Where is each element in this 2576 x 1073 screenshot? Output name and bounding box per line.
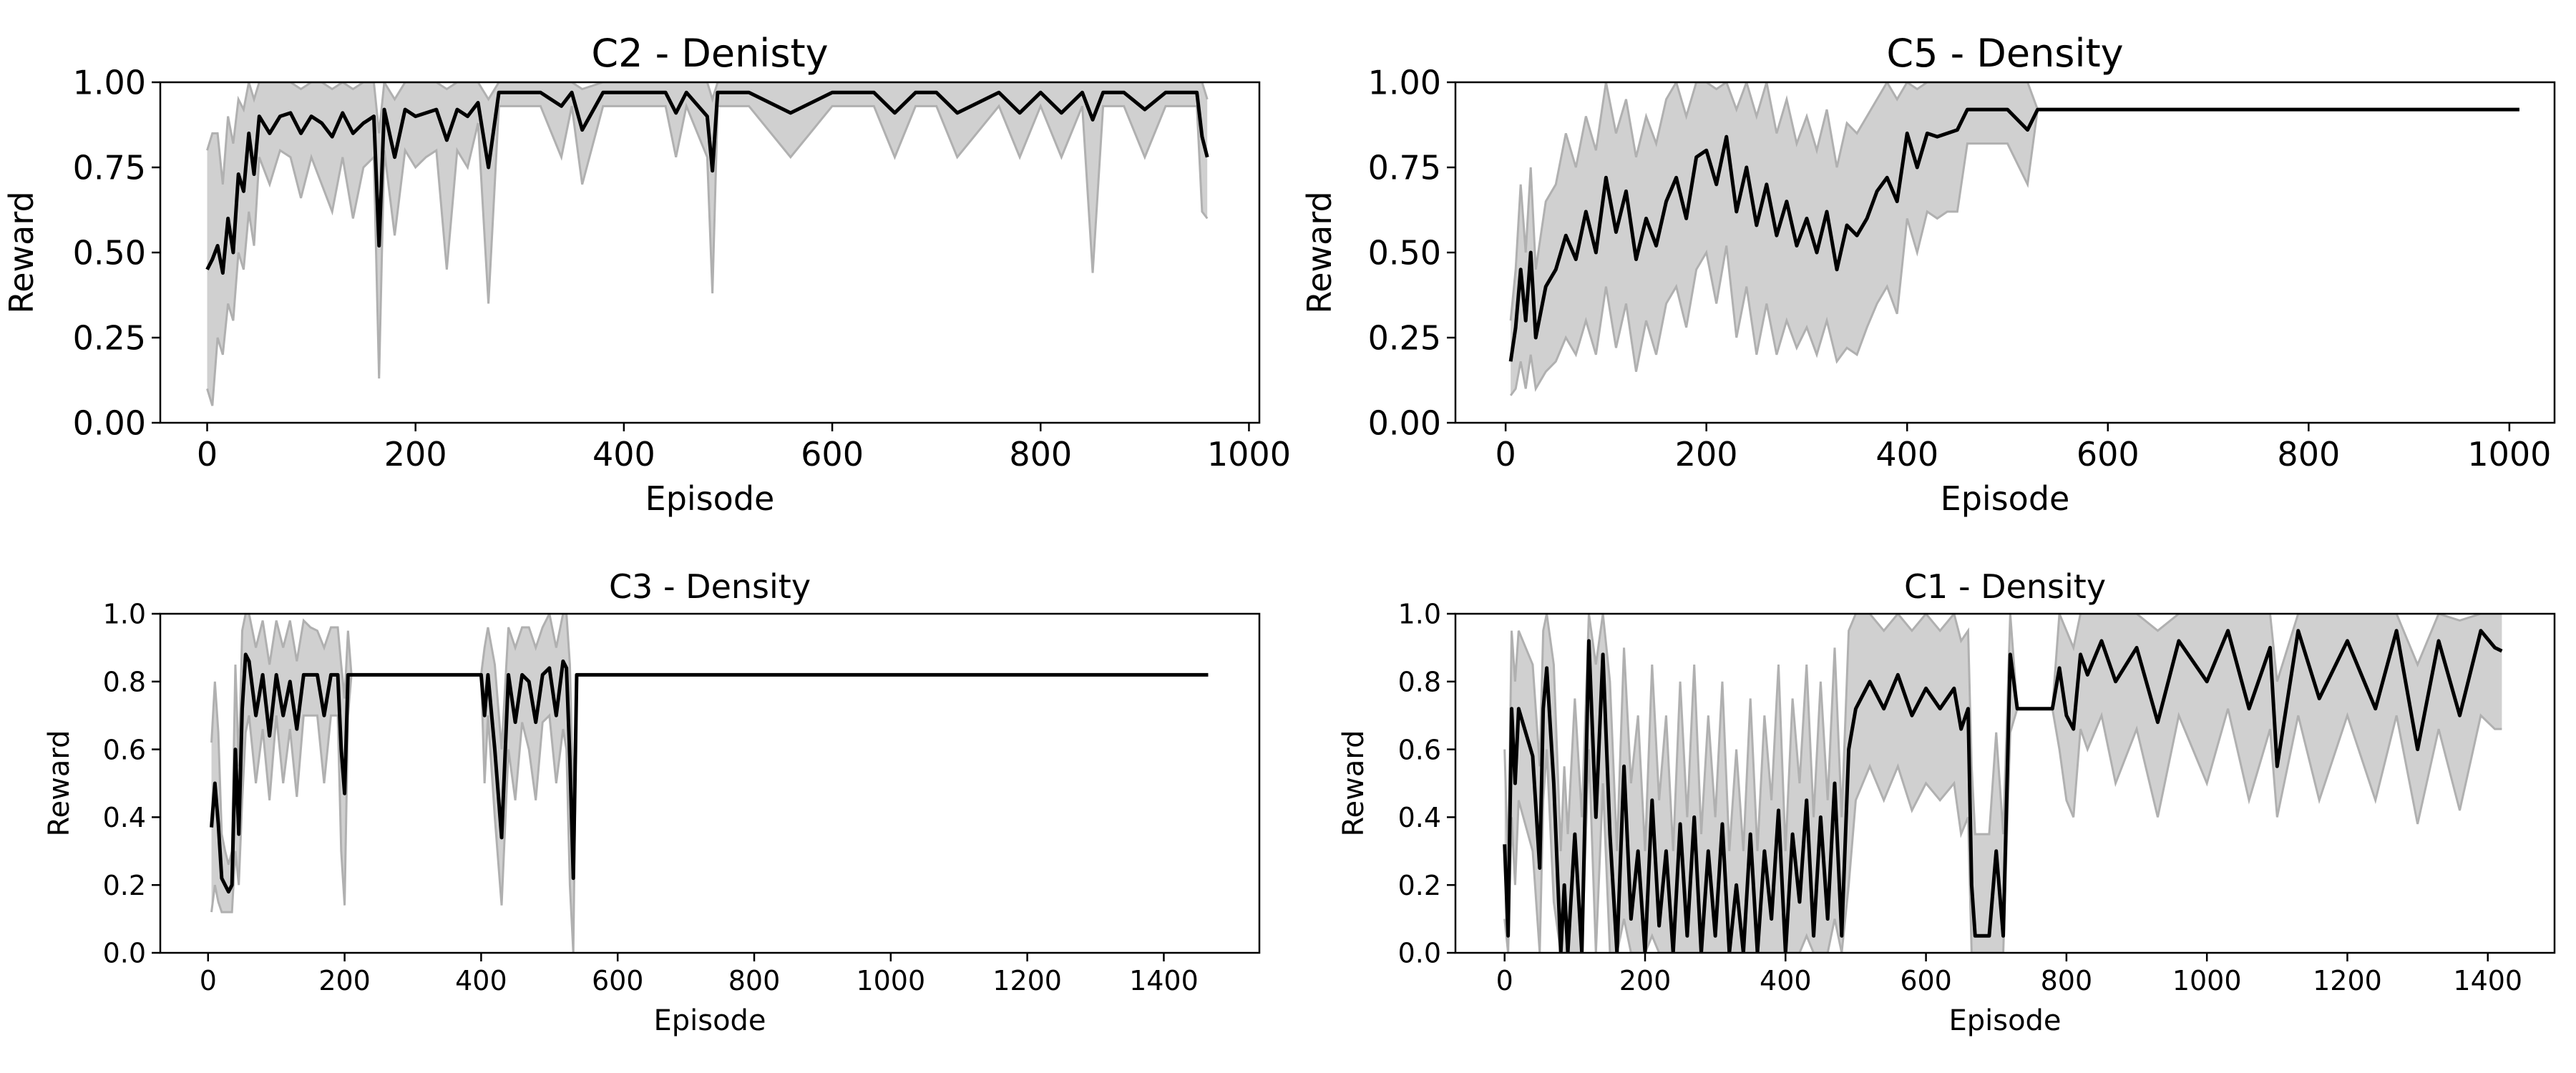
x-tick-label: 600	[2077, 435, 2140, 474]
y-tick-label: 0.00	[73, 404, 146, 443]
y-tick-label: 0.8	[1398, 666, 1441, 697]
x-axis-label: Episode	[1948, 1004, 2061, 1037]
x-tick-label: 200	[384, 435, 447, 474]
x-tick-label: 0	[197, 435, 218, 474]
plot-area	[1503, 614, 2503, 953]
x-tick-label: 1400	[2453, 965, 2522, 996]
y-tick-label: 0.50	[1368, 234, 1441, 273]
y-tick-label: 0.25	[73, 319, 146, 358]
x-tick-label: 200	[1619, 965, 1672, 996]
min-max-band	[207, 82, 1208, 406]
y-tick-label: 0.2	[1398, 870, 1441, 901]
x-tick-label: 600	[592, 965, 644, 996]
band-lower-line	[1509, 108, 2519, 396]
mean-line	[210, 652, 1209, 894]
panels: 0 200 400 600 800 10000.000.250.500.751.00C2 …	[2, 31, 2556, 1037]
x-tick-label: 0	[1495, 435, 1516, 474]
x-axis-label: Episode	[653, 1004, 766, 1037]
mean-line	[1503, 629, 2503, 953]
y-axis-label: Reward	[1337, 730, 1370, 837]
band-upper-line	[1509, 82, 2519, 321]
y-tick-label: 0.6	[103, 734, 146, 765]
y-axis-label: Reward	[2, 191, 41, 313]
x-axis-label: Episode	[1941, 479, 2070, 518]
x-tick-label: 1000	[856, 965, 925, 996]
y-tick-label: 0.2	[103, 870, 146, 901]
y-tick-label: 1.0	[103, 599, 146, 630]
x-tick-label: 800	[1009, 435, 1072, 474]
y-tick-label: 1.00	[73, 64, 146, 102]
y-tick-label: 0.6	[1398, 734, 1441, 765]
x-tick-label: 1000	[2467, 435, 2551, 474]
x-tick-label: 1200	[992, 965, 1062, 996]
y-tick-label: 0.4	[1398, 802, 1441, 833]
x-tick-label: 400	[592, 435, 655, 474]
axes-frame	[1454, 612, 2556, 954]
y-tick-label: 0.75	[1368, 149, 1441, 187]
y-axis-label: Reward	[1300, 191, 1339, 313]
plot-area	[205, 82, 1209, 406]
x-tick-label: 800	[2277, 435, 2340, 474]
chart-title: C2 - Denisty	[591, 31, 828, 76]
min-max-band	[211, 614, 1209, 953]
band-lower-line	[206, 102, 1209, 406]
chart-panel-1: 0 200 400 600 800 1000 0.00 0.25 0.50 0.75 1.00 C2 …	[2, 31, 1291, 518]
chart-title: C3 - Density	[609, 567, 811, 606]
y-tick-label: 0.8	[103, 666, 146, 697]
band-upper-line	[1503, 614, 2502, 868]
x-tick-label: 600	[1900, 965, 1952, 996]
x-tick-label: 1200	[2313, 965, 2382, 996]
x-tick-label: 200	[1675, 435, 1738, 474]
x-tick-label: 600	[801, 435, 864, 474]
y-tick-label: 1.00	[1368, 64, 1441, 102]
x-tick-label: 0	[1496, 965, 1513, 996]
plot-area	[210, 614, 1209, 953]
y-tick-label: 0.0	[1398, 938, 1441, 969]
axes-frame	[159, 612, 1261, 954]
x-tick-label: 1400	[1129, 965, 1199, 996]
x-axis-label: Episode	[645, 479, 775, 518]
y-tick-label: 0.50	[73, 234, 146, 273]
chart-title: C1 - Density	[1904, 567, 2106, 606]
y-tick-label: 0.25	[1368, 319, 1441, 358]
x-tick-label: 400	[1875, 435, 1938, 474]
y-tick-label: 0.4	[103, 802, 146, 833]
x-tick-label: 800	[728, 965, 781, 996]
mean-line	[205, 90, 1209, 275]
x-tick-label: 200	[318, 965, 371, 996]
x-tick-label: 400	[1760, 965, 1812, 996]
mean-line	[1508, 107, 2519, 362]
chart-panel-3: 0 200 400 600 800 1000 1200 1400 0.0 0.2 0.4 0.6 0.8…	[43, 567, 1261, 1037]
band-lower-line	[1503, 707, 2502, 953]
y-tick-label: 0.00	[1368, 404, 1441, 443]
x-tick-label: 1000	[1207, 435, 1291, 474]
x-tick-label: 800	[2041, 965, 2093, 996]
y-tick-label: 1.0	[1398, 599, 1441, 630]
x-tick-label: 400	[455, 965, 507, 996]
x-tick-label: 1000	[2172, 965, 2242, 996]
chart-panel-2: 0 200 400 600 800 1000 0.00 0.25 0.50 0.75 1.00 C5 …	[1300, 31, 2556, 518]
chart-panel-4: 0 200 400 600 800 1000 1200 1400 0.0 0.2 0.4 0.6 0.8…	[1337, 567, 2556, 1037]
y-tick-label: 0.0	[103, 938, 146, 969]
plot-area	[1508, 82, 2519, 396]
y-axis-label: Reward	[43, 730, 76, 837]
y-tick-label: 0.75	[73, 149, 146, 187]
x-tick-label: 0	[200, 965, 217, 996]
chart-title: C5 - Density	[1886, 31, 2123, 76]
